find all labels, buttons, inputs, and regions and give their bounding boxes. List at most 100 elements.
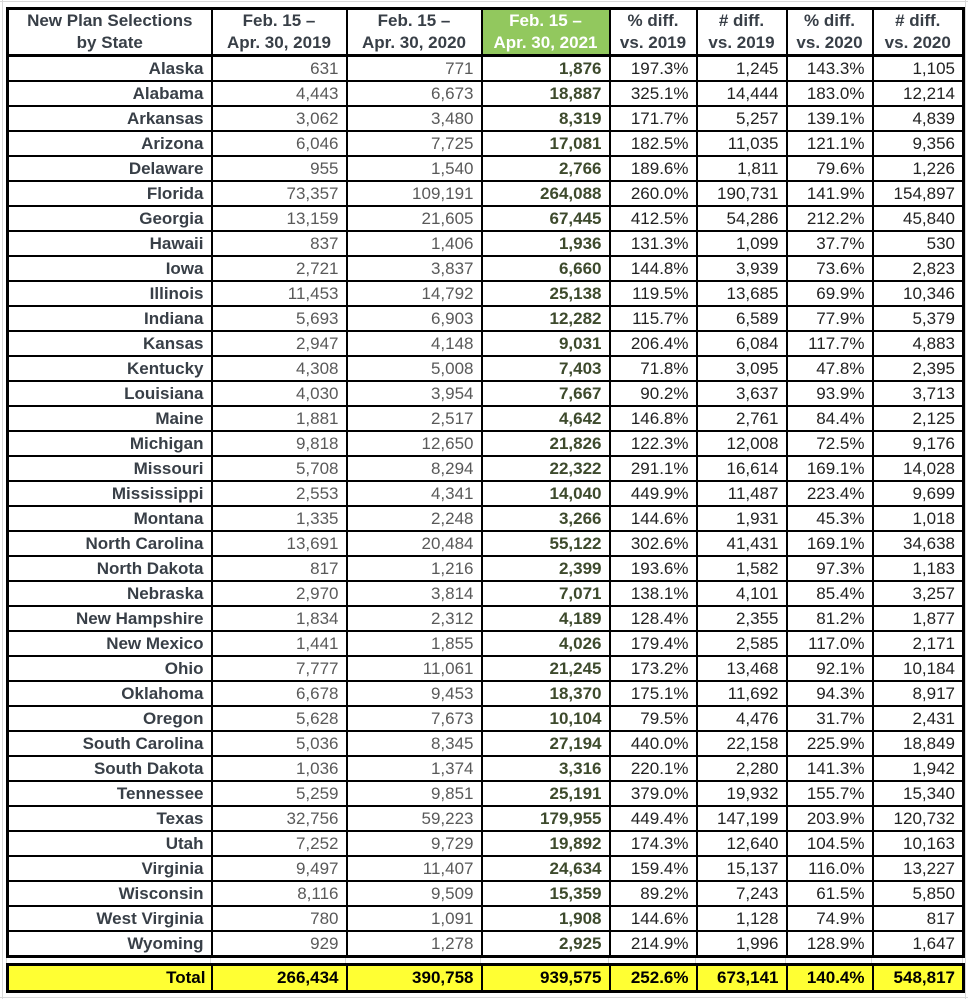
pct-diff-2019-cell[interactable]: 440.0% [608,730,698,757]
total-label-cell[interactable]: Total [6,963,213,993]
value-2021-cell[interactable]: 15,359 [480,880,611,907]
value-2021-cell[interactable]: 6,660 [480,255,611,282]
num-diff-2019-cell[interactable]: 6,084 [695,330,788,357]
num-diff-2020-cell[interactable]: 4,839 [871,105,965,132]
pct-diff-2019-cell[interactable]: 260.0% [608,180,698,207]
num-diff-2020-cell[interactable]: 3,257 [871,580,965,607]
total-2020-cell[interactable]: 390,758 [345,963,483,993]
pct-diff-2020-cell[interactable]: 141.3% [785,755,874,782]
value-2020-cell[interactable]: 1,278 [345,930,483,958]
value-2021-cell[interactable]: 7,071 [480,580,611,607]
col-header-num-diff-2020[interactable]: # diff. vs. 2020 [871,7,965,57]
pct-diff-2019-cell[interactable]: 325.1% [608,80,698,107]
total-pct-diff-2019-cell[interactable]: 252.6% [608,963,698,993]
pct-diff-2020-cell[interactable]: 225.9% [785,730,874,757]
num-diff-2020-cell[interactable]: 1,877 [871,605,965,632]
num-diff-2019-cell[interactable]: 3,637 [695,380,788,407]
value-2021-cell[interactable]: 21,826 [480,430,611,457]
num-diff-2019-cell[interactable]: 1,811 [695,155,788,182]
pct-diff-2019-cell[interactable]: 159.4% [608,855,698,882]
pct-diff-2020-cell[interactable]: 116.0% [785,855,874,882]
value-2020-cell[interactable]: 1,855 [345,630,483,657]
num-diff-2020-cell[interactable]: 10,184 [871,655,965,682]
value-2019-cell[interactable]: 1,834 [210,605,348,632]
pct-diff-2020-cell[interactable]: 121.1% [785,130,874,157]
col-header-pct-diff-2019[interactable]: % diff. vs. 2019 [608,7,698,57]
pct-diff-2019-cell[interactable]: 173.2% [608,655,698,682]
state-name-cell[interactable]: Montana [6,505,213,532]
value-2020-cell[interactable]: 4,148 [345,330,483,357]
state-name-cell[interactable]: Florida [6,180,213,207]
value-2020-cell[interactable]: 3,814 [345,580,483,607]
pct-diff-2019-cell[interactable]: 449.4% [608,805,698,832]
value-2020-cell[interactable]: 7,725 [345,130,483,157]
value-2021-cell[interactable]: 3,316 [480,755,611,782]
num-diff-2019-cell[interactable]: 5,257 [695,105,788,132]
value-2021-cell[interactable]: 1,876 [480,54,611,82]
state-name-cell[interactable]: Maine [6,405,213,432]
value-2021-cell[interactable]: 4,642 [480,405,611,432]
value-2019-cell[interactable]: 1,335 [210,505,348,532]
state-name-cell[interactable]: Missouri [6,455,213,482]
pct-diff-2019-cell[interactable]: 412.5% [608,205,698,232]
value-2020-cell[interactable]: 771 [345,54,483,82]
value-2020-cell[interactable]: 1,374 [345,755,483,782]
num-diff-2020-cell[interactable]: 2,395 [871,355,965,382]
pct-diff-2020-cell[interactable]: 117.0% [785,630,874,657]
pct-diff-2020-cell[interactable]: 74.9% [785,905,874,932]
value-2019-cell[interactable]: 11,453 [210,280,348,307]
value-2020-cell[interactable]: 1,540 [345,155,483,182]
value-2021-cell[interactable]: 4,026 [480,630,611,657]
num-diff-2020-cell[interactable]: 1,183 [871,555,965,582]
value-2019-cell[interactable]: 5,036 [210,730,348,757]
pct-diff-2019-cell[interactable]: 291.1% [608,455,698,482]
num-diff-2019-cell[interactable]: 19,932 [695,780,788,807]
value-2020-cell[interactable]: 1,406 [345,230,483,257]
num-diff-2019-cell[interactable]: 15,137 [695,855,788,882]
pct-diff-2019-cell[interactable]: 197.3% [608,54,698,82]
state-name-cell[interactable]: North Dakota [6,555,213,582]
state-name-cell[interactable]: Kansas [6,330,213,357]
value-2020-cell[interactable]: 11,061 [345,655,483,682]
pct-diff-2019-cell[interactable]: 138.1% [608,580,698,607]
pct-diff-2019-cell[interactable]: 144.6% [608,505,698,532]
state-name-cell[interactable]: Nebraska [6,580,213,607]
pct-diff-2020-cell[interactable]: 143.3% [785,54,874,82]
num-diff-2020-cell[interactable]: 9,356 [871,130,965,157]
value-2020-cell[interactable]: 9,729 [345,830,483,857]
value-2020-cell[interactable]: 14,792 [345,280,483,307]
col-header-2021[interactable]: Feb. 15 – Apr. 30, 2021 [480,7,611,57]
value-2020-cell[interactable]: 11,407 [345,855,483,882]
pct-diff-2020-cell[interactable]: 128.9% [785,930,874,958]
value-2019-cell[interactable]: 1,036 [210,755,348,782]
state-name-cell[interactable]: West Virginia [6,905,213,932]
num-diff-2019-cell[interactable]: 54,286 [695,205,788,232]
total-2021-cell[interactable]: 939,575 [480,963,611,993]
pct-diff-2020-cell[interactable]: 45.3% [785,505,874,532]
pct-diff-2019-cell[interactable]: 79.5% [608,705,698,732]
num-diff-2020-cell[interactable]: 1,018 [871,505,965,532]
state-name-cell[interactable]: Alabama [6,80,213,107]
pct-diff-2020-cell[interactable]: 141.9% [785,180,874,207]
pct-diff-2020-cell[interactable]: 139.1% [785,105,874,132]
num-diff-2020-cell[interactable]: 4,883 [871,330,965,357]
state-name-cell[interactable]: Michigan [6,430,213,457]
state-name-cell[interactable]: Tennessee [6,780,213,807]
value-2020-cell[interactable]: 6,673 [345,80,483,107]
value-2021-cell[interactable]: 10,104 [480,705,611,732]
num-diff-2019-cell[interactable]: 11,692 [695,680,788,707]
num-diff-2019-cell[interactable]: 11,487 [695,480,788,507]
value-2019-cell[interactable]: 1,881 [210,405,348,432]
value-2019-cell[interactable]: 4,308 [210,355,348,382]
state-name-cell[interactable]: Wisconsin [6,880,213,907]
value-2021-cell[interactable]: 8,319 [480,105,611,132]
state-name-cell[interactable]: Ohio [6,655,213,682]
value-2019-cell[interactable]: 929 [210,930,348,958]
num-diff-2020-cell[interactable]: 1,105 [871,54,965,82]
pct-diff-2020-cell[interactable]: 169.1% [785,455,874,482]
value-2019-cell[interactable]: 9,497 [210,855,348,882]
value-2019-cell[interactable]: 631 [210,54,348,82]
value-2020-cell[interactable]: 12,650 [345,430,483,457]
pct-diff-2019-cell[interactable]: 90.2% [608,380,698,407]
num-diff-2019-cell[interactable]: 13,468 [695,655,788,682]
